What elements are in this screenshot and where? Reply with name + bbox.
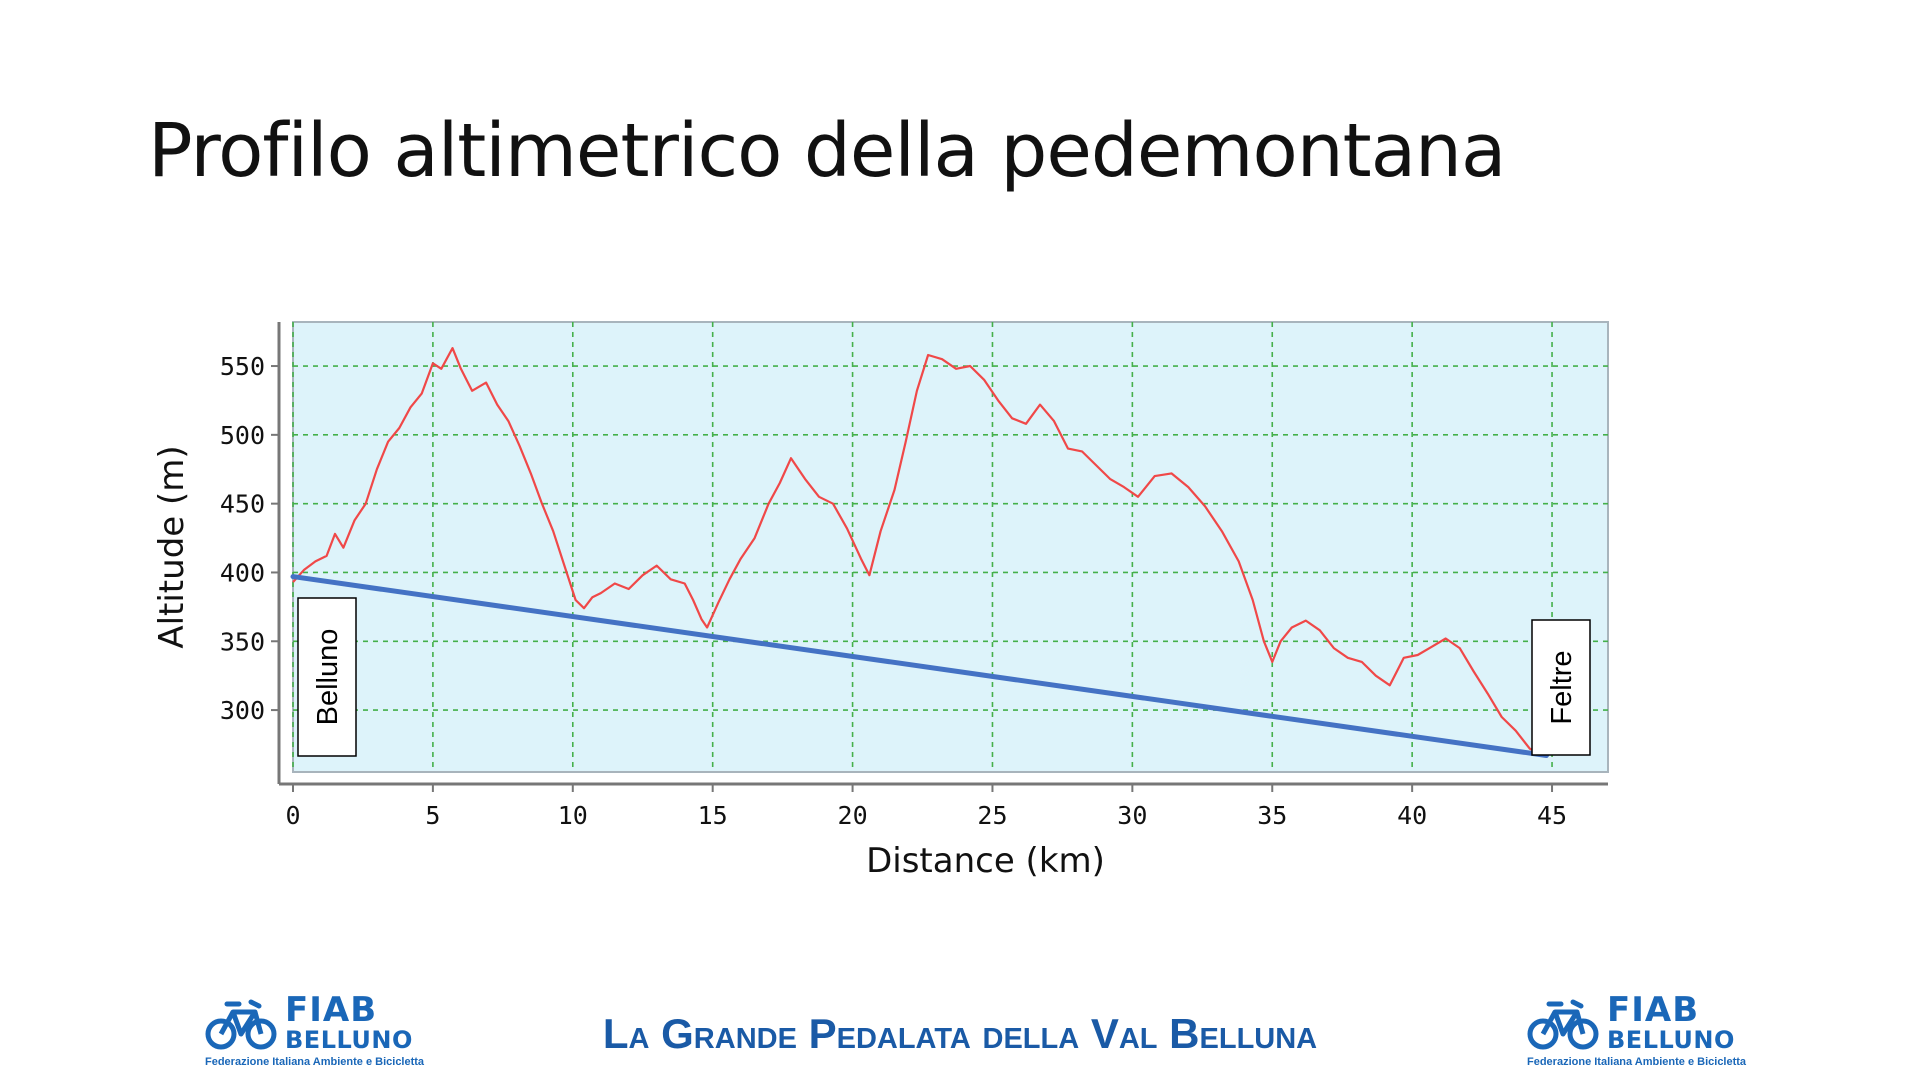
- logo-name: FIAB: [285, 990, 378, 1030]
- logo-subtitle: Federazione Italiana Ambiente e Biciclet…: [205, 1056, 425, 1068]
- x-tick-label: 0: [285, 801, 300, 830]
- x-tick-label: 40: [1397, 801, 1427, 830]
- feltre-label: Feltre: [1546, 650, 1578, 724]
- bicycle-icon: [205, 999, 277, 1050]
- x-tick-label: 15: [698, 801, 728, 830]
- x-tick-label: 25: [977, 801, 1007, 830]
- plot-area: [292, 321, 1609, 773]
- belluno-label-box: [297, 597, 357, 757]
- y-tick-label: 300: [220, 696, 265, 725]
- fiab-logo-left: FIAB BELLUNO Federazione Italiana Ambien…: [205, 990, 425, 1070]
- reference-line: [290, 574, 1549, 758]
- feltre-label-box: [1531, 619, 1591, 756]
- x-tick-label: 30: [1117, 801, 1147, 830]
- x-tick-label: 5: [425, 801, 440, 830]
- altitude-profile-chart: 0 5 10 15 20 25 30 35 40 45 300 350 400 450 500 550 Dist…: [152, 321, 1609, 881]
- logo-subtitle: Federazione Italiana Ambiente e Biciclet…: [1527, 1056, 1747, 1068]
- x-tick-label: 35: [1257, 801, 1287, 830]
- x-tick-label: 10: [558, 801, 588, 830]
- y-tick-label: 450: [220, 490, 265, 519]
- y-axis-title: Altitude (m): [152, 445, 192, 648]
- footer-title: La Grande Pedalata della Val Belluna: [602, 1010, 1318, 1057]
- logo-city: BELLUNO: [285, 1026, 413, 1054]
- bicycle-icon: [1527, 999, 1599, 1050]
- x-axis-title: Distance (km): [866, 841, 1105, 881]
- x-tick-label: 20: [838, 801, 868, 830]
- fiab-logo-right: FIAB BELLUNO Federazione Italiana Ambien…: [1527, 990, 1747, 1070]
- slide-title: Profilo altimetrico della pedemontana: [148, 108, 1506, 194]
- belluno-label: Belluno: [312, 629, 344, 726]
- y-tick-label: 350: [220, 627, 265, 656]
- y-tick-label: 500: [220, 421, 265, 450]
- altitude-profile-line: [292, 347, 1542, 756]
- logo-name: FIAB: [1607, 990, 1700, 1030]
- y-tick-label: 400: [220, 558, 265, 587]
- x-tick-label: 45: [1537, 801, 1567, 830]
- logo-city: BELLUNO: [1607, 1026, 1735, 1054]
- y-tick-label: 550: [220, 352, 265, 381]
